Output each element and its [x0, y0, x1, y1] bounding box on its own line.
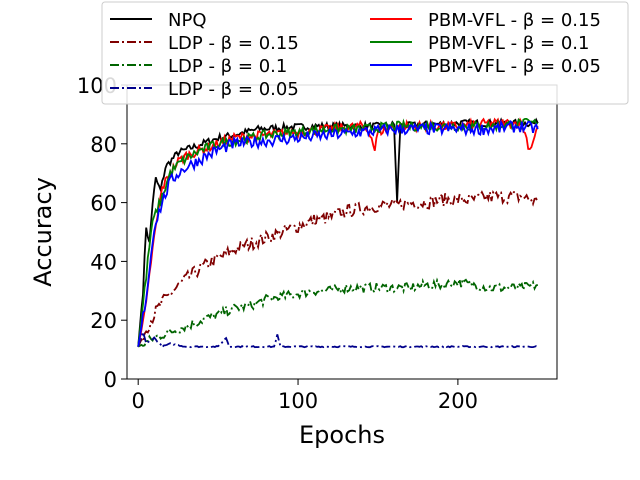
y-tick-label-4: 80 — [90, 133, 117, 157]
legend-label-6: PBM-VFL - β = 0.1 — [428, 33, 589, 54]
y-axis-label: Accuracy — [29, 177, 57, 287]
legend-label-4: LDP - β = 0.05 — [168, 79, 299, 100]
legend-box — [101, 1, 629, 105]
legend-label-3: LDP - β = 0.1 — [168, 56, 287, 77]
series-line-6 — [137, 118, 538, 347]
x-tick-label-1: 100 — [278, 389, 318, 413]
series-line-2 — [137, 189, 539, 348]
legend-label-5: PBM-VFL - β = 0.15 — [428, 10, 601, 31]
series-layer — [137, 117, 539, 349]
series-line-3 — [137, 276, 539, 348]
y-tick-label-1: 20 — [90, 309, 117, 333]
x-axis-label: Epochs — [299, 421, 385, 449]
y-tick-label-3: 60 — [90, 192, 117, 216]
series-line-7 — [137, 119, 539, 347]
series-line-5 — [137, 117, 539, 347]
y-tick-label-2: 40 — [90, 250, 117, 274]
legend-label-2: LDP - β = 0.15 — [168, 33, 299, 54]
x-tick-label-0: 0 — [132, 389, 145, 413]
series-line-4 — [137, 328, 539, 349]
x-tick-label-2: 200 — [438, 389, 478, 413]
y-tick-label-0: 0 — [104, 368, 117, 392]
legend-label-1: NPQ — [168, 10, 207, 31]
legend-label-7: PBM-VFL - β = 0.05 — [428, 56, 601, 77]
